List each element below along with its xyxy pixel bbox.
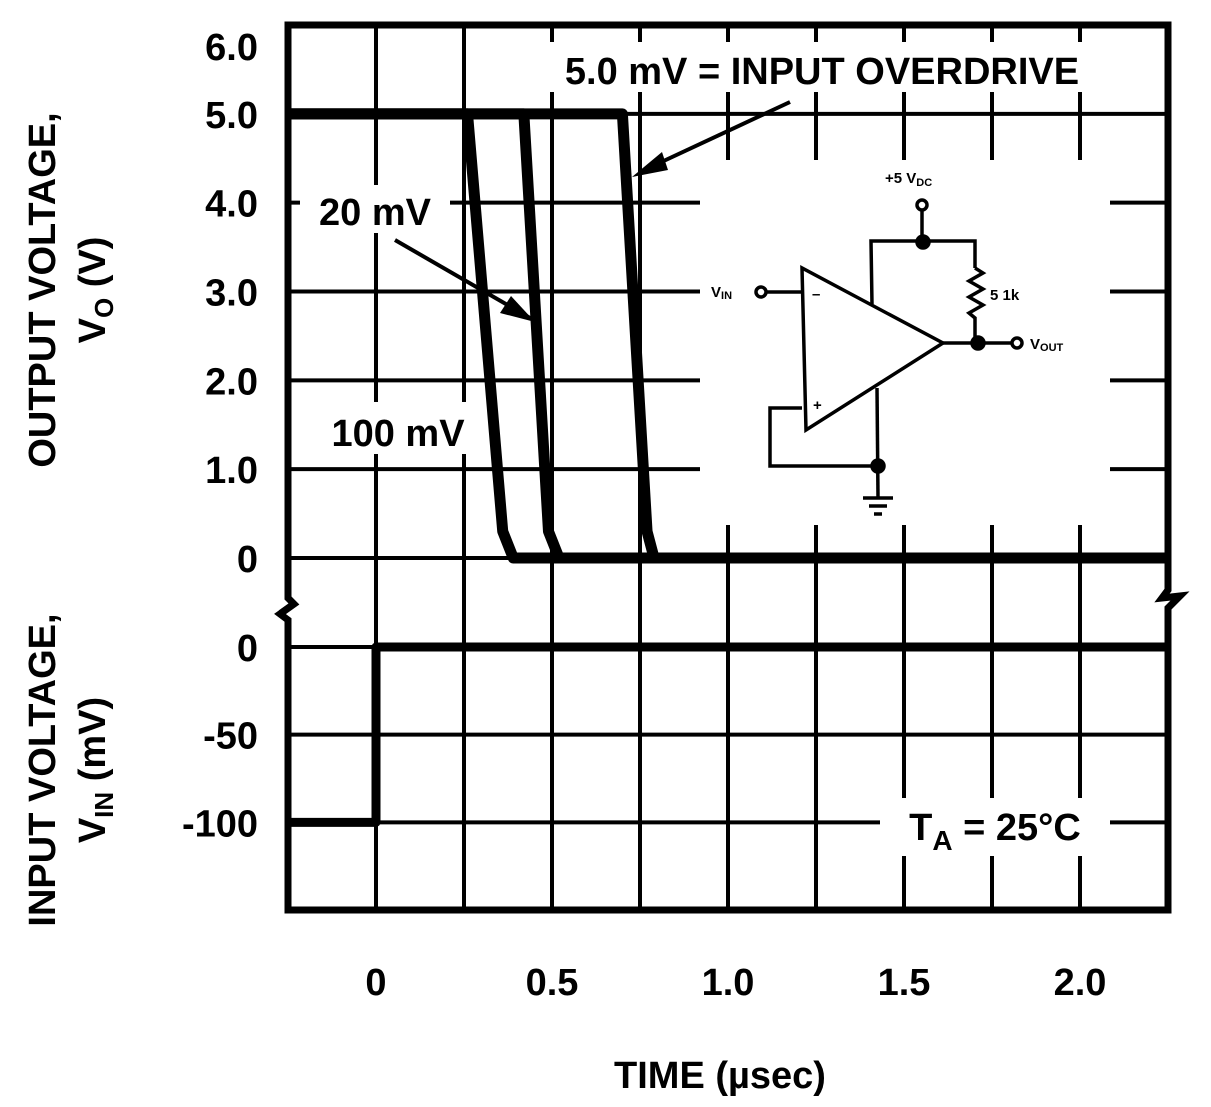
vout-label: VOUT <box>1030 336 1064 354</box>
x-tick-label: 0 <box>365 962 386 1004</box>
y-tick-label: 4.0 <box>205 184 258 226</box>
temperature-label: TA = 25°C <box>909 807 1081 856</box>
y-tick-label: 0 <box>237 628 258 670</box>
series-line-input <box>288 642 1168 827</box>
x-axis-label: TIME (µsec) <box>614 1055 826 1097</box>
output-ylabel-symbol: VO (V) <box>72 237 119 344</box>
arrow-5mv <box>632 100 791 177</box>
y-tick-label: 6.0 <box>205 27 258 69</box>
tick-labels: 6.0 5.0 4.0 3.0 2.0 1.0 0 0 -50 -100 0 0.5 1.0 1.5 2.0 <box>182 27 1106 1004</box>
input-ylabel: INPUT VOLTAGE, <box>22 613 64 926</box>
y-tick-label: 5.0 <box>205 95 258 137</box>
x-tick-label: 0.5 <box>526 962 579 1004</box>
resistor-label: 5 1k <box>990 287 1020 304</box>
x-tick-label: 1.5 <box>878 962 931 1004</box>
annotation-20mv: 20 mV <box>319 192 432 234</box>
annotation-5mv: 5.0 mV = INPUT OVERDRIVE <box>565 51 1079 93</box>
resistor-icon <box>965 266 987 343</box>
y-tick-label: 3.0 <box>205 273 258 315</box>
op-amp-symbol <box>800 265 947 434</box>
series-line-5-0-mv-input-overdrive <box>288 108 1168 564</box>
annotation-100mv: 100 mV <box>331 413 465 455</box>
x-tick-label: 2.0 <box>1054 962 1107 1004</box>
input-ylabel-symbol: VIN (mV) <box>72 697 119 843</box>
vin-label: VIN <box>711 284 732 302</box>
series-layer <box>288 108 1168 827</box>
circuit-diagram <box>700 160 1110 525</box>
y-tick-label: 0 <box>237 539 258 581</box>
minus-input-label: – <box>812 286 820 303</box>
plus-input-label: + <box>813 397 822 414</box>
y-tick-label: 1.0 <box>205 450 258 492</box>
axis-break-left-icon <box>278 600 296 614</box>
x-tick-label: 1.0 <box>702 962 755 1004</box>
y-tick-label: -50 <box>203 716 258 758</box>
plot-frame <box>274 21 1190 914</box>
output-ylabel: OUTPUT VOLTAGE, <box>22 112 64 467</box>
supply-label: +5 VDC <box>885 170 932 189</box>
y-tick-label: -100 <box>182 803 258 845</box>
y-tick-label: 2.0 <box>205 361 258 403</box>
arrow-20mv <box>393 238 535 322</box>
